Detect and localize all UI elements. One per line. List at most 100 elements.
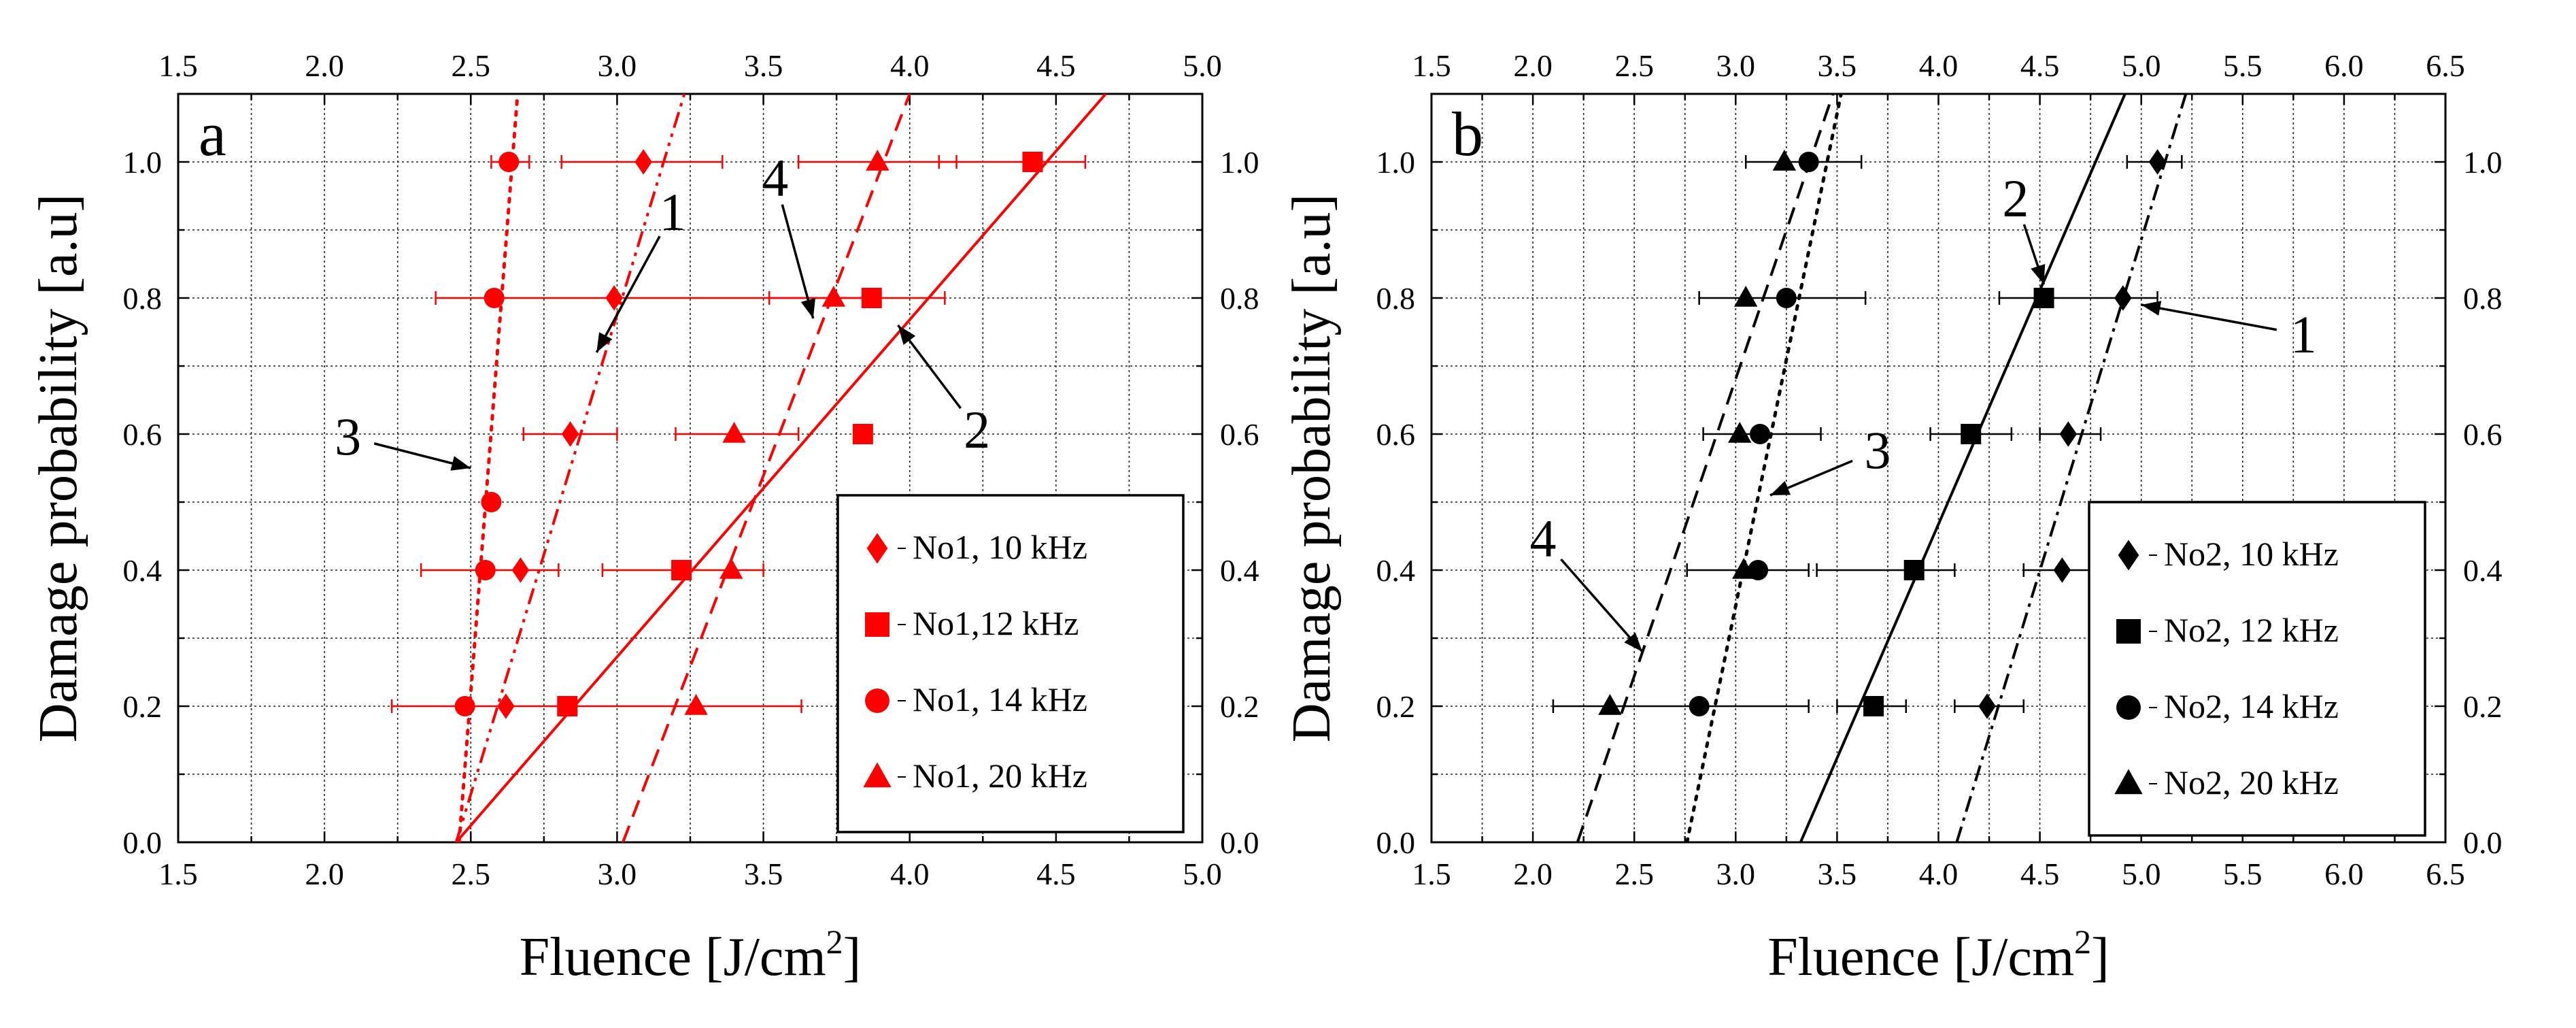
data-point-diamond (561, 421, 579, 447)
fit-line-2 (455, 94, 1107, 842)
x-tick-label-bottom: 4.0 (890, 857, 930, 891)
x-tick-label-top: 4.0 (890, 48, 930, 83)
annotation-arrowhead (2031, 263, 2046, 284)
x-tick-label-top: 3.5 (744, 48, 783, 83)
data-point-circle (498, 152, 520, 172)
y-tick-label-right: 0.0 (2463, 825, 2503, 860)
y-tick-label-right: 0.8 (2463, 281, 2503, 316)
x-tick-label-bottom: 4.5 (2020, 857, 2060, 891)
legend: No1, 10 kHz No1,12 kHz No1, 14 kHz No1, 20 … (836, 494, 1185, 833)
annotation-label: 1 (660, 182, 686, 242)
y-tick-label-left: 0.2 (1376, 689, 1416, 724)
annotation-arrowhead (450, 456, 471, 471)
x-tick-label-top: 5.0 (1183, 48, 1222, 83)
annotation-arrow (2141, 303, 2277, 331)
annotation-arrowhead (596, 332, 613, 352)
x-tick-label-top: 3.0 (598, 48, 637, 83)
fit-line-3 (1685, 94, 1843, 842)
x-tick-label-top: 4.5 (2020, 48, 2060, 83)
x-tick-label-top: 3.0 (1716, 48, 1756, 83)
x-tick-label-bottom: 6.0 (2324, 857, 2364, 891)
annotation-label: 3 (1865, 420, 1891, 480)
y-tick-label-right: 0.4 (2463, 553, 2503, 588)
data-point-circle (1776, 288, 1797, 308)
annotation-label: 3 (335, 407, 361, 466)
x-axis-title: Fluence [J/cm2] (1767, 923, 2109, 987)
data-point-square (852, 424, 873, 444)
legend-label: No1, 20 kHz (913, 757, 1087, 795)
legend-box (2088, 501, 2426, 837)
x-tick-label-top: 2.0 (305, 48, 344, 83)
legend-label: No1,12 kHz (913, 604, 1079, 642)
x-axis-title-sup: 2 (2074, 923, 2091, 961)
data-point-triangle (1733, 286, 1758, 307)
legend-label: No2, 12 kHz (2164, 611, 2339, 649)
data-point-square (671, 560, 692, 580)
y-tick-label-left: 0.4 (1376, 553, 1416, 588)
fit-line-1 (1955, 94, 2188, 842)
data-point-triangle (719, 558, 743, 579)
x-axis-title-close: ] (843, 927, 862, 987)
x-tick-label-top: 5.5 (2223, 48, 2263, 83)
fit-line-3 (457, 94, 520, 842)
legend-box (836, 494, 1185, 833)
data-point-diamond (497, 693, 515, 719)
y-tick-label-left: 0.8 (1376, 281, 1416, 316)
data-point-triangle (722, 422, 746, 443)
data-point-diamond (2114, 285, 2132, 311)
x-tick-label-top: 6.5 (2426, 48, 2465, 83)
data-point-square (861, 288, 882, 308)
y-tick-label-left: 0.4 (123, 553, 163, 588)
x-tick-label-bottom: 5.0 (2122, 857, 2161, 891)
fit-line-2 (1799, 94, 2126, 842)
legend-label: No1, 10 kHz (913, 528, 1087, 566)
x-tick-label-bottom: 4.5 (1036, 857, 1076, 891)
x-tick-label-bottom: 3.0 (598, 857, 637, 891)
chart-panel-a: 1.5 1.5 2.0 2.0 2.5 2.5 3.0 3.0 3.5 3.5 4.0 4.0 4.5 4… (29, 48, 1259, 987)
legend-marker-triangle (863, 762, 892, 788)
x-tick-label-bottom: 2.5 (1614, 857, 1654, 891)
annotation-label: 2 (964, 400, 990, 459)
x-tick-label-top: 2.5 (1614, 48, 1654, 83)
data-point-square (557, 696, 578, 716)
annotation-arrowhead (1624, 632, 1643, 652)
x-tick-label-bottom: 5.5 (2223, 857, 2263, 891)
data-point-square (1022, 152, 1043, 172)
y-tick-label-right: 0.8 (1220, 281, 1259, 316)
y-tick-label-right: 0.6 (2463, 417, 2503, 452)
y-tick-label-left: 0.8 (123, 281, 163, 316)
data-point-triangle (821, 286, 846, 307)
x-tick-label-top: 1.5 (1412, 48, 1451, 83)
legend-marker-square (865, 612, 889, 637)
x-tick-label-bottom: 2.5 (452, 857, 491, 891)
y-tick-label-right: 1.0 (2463, 145, 2503, 180)
axis-ticks (177, 93, 1204, 844)
x-axis-title-main: Fluence [J/cm (520, 927, 826, 987)
data-point-circle (454, 696, 475, 716)
data-point-circle (484, 288, 505, 308)
data-point-circle (1750, 424, 1771, 444)
data-point-diamond (1978, 693, 1996, 719)
x-tick-label-bottom: 1.5 (158, 857, 198, 891)
annotation-label: 2 (2002, 169, 2029, 228)
legend: No2, 10 kHz No2, 12 kHz No2, 14 kHz No2, 20… (2088, 501, 2426, 837)
y-axis-title: Damage probability [a.u] (1282, 194, 1342, 742)
data-point-square (1863, 696, 1884, 716)
data-point-diamond (511, 557, 530, 583)
x-tick-label-bottom: 2.0 (305, 857, 344, 891)
x-tick-label-top: 4.5 (1036, 48, 1076, 83)
x-tick-label-top: 3.5 (1818, 48, 1857, 83)
x-axis-title: Fluence [J/cm2] (520, 923, 862, 987)
x-tick-label-top: 5.0 (2122, 48, 2161, 83)
y-tick-label-left: 0.6 (123, 417, 163, 452)
annotation-arrow (781, 204, 815, 319)
data-point-diamond (2053, 557, 2071, 583)
data-point-circle (481, 492, 502, 512)
annotation-arrow (1560, 558, 1644, 653)
x-tick-label-bottom: 3.5 (1818, 857, 1857, 891)
data-point-square (1903, 560, 1925, 580)
x-axis-title-close: ] (2091, 927, 2109, 987)
panel-label: a (199, 99, 226, 169)
fit-line-4 (622, 94, 911, 842)
